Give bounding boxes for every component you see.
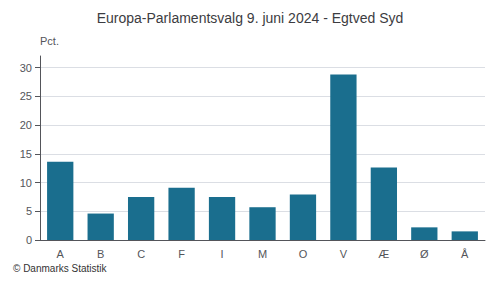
svg-text:C: C [137,248,145,260]
svg-text:Ø: Ø [420,248,429,260]
svg-text:O: O [299,248,308,260]
svg-text:V: V [340,248,348,260]
svg-text:Å: Å [461,248,469,260]
svg-text:5: 5 [26,205,32,217]
svg-text:Europa-Parlamentsvalg 9. juni: Europa-Parlamentsvalg 9. juni 2024 - Egt… [97,10,404,26]
svg-text:0: 0 [26,234,32,246]
svg-text:F: F [178,248,185,260]
svg-text:10: 10 [20,177,32,189]
svg-text:15: 15 [20,148,32,160]
svg-text:20: 20 [20,119,32,131]
svg-text:© Danmarks Statistik: © Danmarks Statistik [13,263,108,274]
svg-text:25: 25 [20,90,32,102]
svg-text:M: M [258,248,267,260]
svg-text:A: A [57,248,65,260]
svg-text:Pct.: Pct. [40,35,59,47]
svg-text:30: 30 [20,62,32,74]
svg-text:I: I [221,248,224,260]
svg-text:B: B [97,248,104,260]
svg-text:Æ: Æ [378,248,389,260]
